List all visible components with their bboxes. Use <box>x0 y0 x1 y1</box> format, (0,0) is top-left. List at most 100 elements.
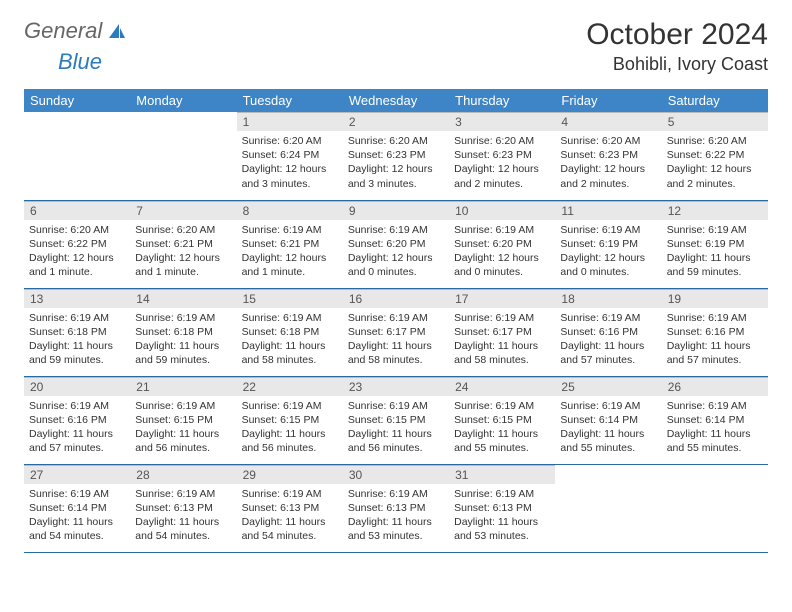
calendar-day-cell: 19Sunrise: 6:19 AMSunset: 6:16 PMDayligh… <box>662 288 768 376</box>
calendar-week-row: 13Sunrise: 6:19 AMSunset: 6:18 PMDayligh… <box>24 288 768 376</box>
calendar-day-cell: 23Sunrise: 6:19 AMSunset: 6:15 PMDayligh… <box>343 376 449 464</box>
calendar-day-cell: 1Sunrise: 6:20 AMSunset: 6:24 PMDaylight… <box>237 112 343 200</box>
day-number: 8 <box>237 201 343 220</box>
day-content: Sunrise: 6:19 AMSunset: 6:19 PMDaylight:… <box>555 220 661 284</box>
calendar-day-cell: 25Sunrise: 6:19 AMSunset: 6:14 PMDayligh… <box>555 376 661 464</box>
day-number: 12 <box>662 201 768 220</box>
day-content: Sunrise: 6:19 AMSunset: 6:14 PMDaylight:… <box>662 396 768 460</box>
calendar-day-cell: 27Sunrise: 6:19 AMSunset: 6:14 PMDayligh… <box>24 464 130 552</box>
day-content: Sunrise: 6:20 AMSunset: 6:23 PMDaylight:… <box>449 131 555 195</box>
day-content: Sunrise: 6:20 AMSunset: 6:22 PMDaylight:… <box>662 131 768 195</box>
calendar-day-cell: 15Sunrise: 6:19 AMSunset: 6:18 PMDayligh… <box>237 288 343 376</box>
day-number: 16 <box>343 289 449 308</box>
calendar-day-cell: 12Sunrise: 6:19 AMSunset: 6:19 PMDayligh… <box>662 200 768 288</box>
day-number: 20 <box>24 377 130 396</box>
day-number: 21 <box>130 377 236 396</box>
day-number: 27 <box>24 465 130 484</box>
calendar-week-row: 20Sunrise: 6:19 AMSunset: 6:16 PMDayligh… <box>24 376 768 464</box>
calendar-day-cell: 16Sunrise: 6:19 AMSunset: 6:17 PMDayligh… <box>343 288 449 376</box>
day-number: 17 <box>449 289 555 308</box>
day-number: 14 <box>130 289 236 308</box>
day-number: 22 <box>237 377 343 396</box>
day-content: Sunrise: 6:19 AMSunset: 6:16 PMDaylight:… <box>662 308 768 372</box>
calendar-day-cell: 26Sunrise: 6:19 AMSunset: 6:14 PMDayligh… <box>662 376 768 464</box>
calendar-day-cell: 14Sunrise: 6:19 AMSunset: 6:18 PMDayligh… <box>130 288 236 376</box>
day-number: 2 <box>343 112 449 131</box>
logo-text-general: General <box>24 18 102 44</box>
day-content: Sunrise: 6:19 AMSunset: 6:20 PMDaylight:… <box>449 220 555 284</box>
calendar-day-cell: 17Sunrise: 6:19 AMSunset: 6:17 PMDayligh… <box>449 288 555 376</box>
day-number: 25 <box>555 377 661 396</box>
calendar-day-cell: 5Sunrise: 6:20 AMSunset: 6:22 PMDaylight… <box>662 112 768 200</box>
day-number: 10 <box>449 201 555 220</box>
month-title: October 2024 <box>586 18 768 52</box>
weekday-header: Sunday <box>24 89 130 112</box>
day-number: 29 <box>237 465 343 484</box>
day-number: 5 <box>662 112 768 131</box>
day-content: Sunrise: 6:20 AMSunset: 6:21 PMDaylight:… <box>130 220 236 284</box>
day-number: 6 <box>24 201 130 220</box>
calendar-day-cell: 9Sunrise: 6:19 AMSunset: 6:20 PMDaylight… <box>343 200 449 288</box>
day-number: 18 <box>555 289 661 308</box>
day-content: Sunrise: 6:19 AMSunset: 6:17 PMDaylight:… <box>449 308 555 372</box>
calendar-empty-cell <box>24 112 130 200</box>
calendar-day-cell: 8Sunrise: 6:19 AMSunset: 6:21 PMDaylight… <box>237 200 343 288</box>
day-content: Sunrise: 6:19 AMSunset: 6:18 PMDaylight:… <box>237 308 343 372</box>
day-content: Sunrise: 6:19 AMSunset: 6:13 PMDaylight:… <box>449 484 555 548</box>
calendar-table: SundayMondayTuesdayWednesdayThursdayFrid… <box>24 89 768 553</box>
day-content: Sunrise: 6:19 AMSunset: 6:18 PMDaylight:… <box>24 308 130 372</box>
day-number: 23 <box>343 377 449 396</box>
day-content: Sunrise: 6:19 AMSunset: 6:20 PMDaylight:… <box>343 220 449 284</box>
day-content: Sunrise: 6:19 AMSunset: 6:14 PMDaylight:… <box>555 396 661 460</box>
day-number: 13 <box>24 289 130 308</box>
day-content: Sunrise: 6:19 AMSunset: 6:21 PMDaylight:… <box>237 220 343 284</box>
day-content: Sunrise: 6:20 AMSunset: 6:23 PMDaylight:… <box>555 131 661 195</box>
logo: General <box>24 18 129 44</box>
day-content: Sunrise: 6:19 AMSunset: 6:17 PMDaylight:… <box>343 308 449 372</box>
day-number: 30 <box>343 465 449 484</box>
day-number: 28 <box>130 465 236 484</box>
calendar-day-cell: 2Sunrise: 6:20 AMSunset: 6:23 PMDaylight… <box>343 112 449 200</box>
weekday-header: Tuesday <box>237 89 343 112</box>
day-content: Sunrise: 6:19 AMSunset: 6:14 PMDaylight:… <box>24 484 130 548</box>
day-number: 1 <box>237 112 343 131</box>
day-content: Sunrise: 6:19 AMSunset: 6:18 PMDaylight:… <box>130 308 236 372</box>
day-content: Sunrise: 6:19 AMSunset: 6:13 PMDaylight:… <box>237 484 343 548</box>
calendar-week-row: 1Sunrise: 6:20 AMSunset: 6:24 PMDaylight… <box>24 112 768 200</box>
day-number: 11 <box>555 201 661 220</box>
day-content: Sunrise: 6:20 AMSunset: 6:24 PMDaylight:… <box>237 131 343 195</box>
weekday-header: Friday <box>555 89 661 112</box>
day-content: Sunrise: 6:20 AMSunset: 6:23 PMDaylight:… <box>343 131 449 195</box>
calendar-day-cell: 4Sunrise: 6:20 AMSunset: 6:23 PMDaylight… <box>555 112 661 200</box>
calendar-day-cell: 30Sunrise: 6:19 AMSunset: 6:13 PMDayligh… <box>343 464 449 552</box>
calendar-empty-cell <box>555 464 661 552</box>
day-number: 9 <box>343 201 449 220</box>
day-number: 31 <box>449 465 555 484</box>
calendar-day-cell: 24Sunrise: 6:19 AMSunset: 6:15 PMDayligh… <box>449 376 555 464</box>
calendar-day-cell: 10Sunrise: 6:19 AMSunset: 6:20 PMDayligh… <box>449 200 555 288</box>
calendar-day-cell: 13Sunrise: 6:19 AMSunset: 6:18 PMDayligh… <box>24 288 130 376</box>
logo-sail-icon <box>107 22 127 40</box>
day-content: Sunrise: 6:19 AMSunset: 6:15 PMDaylight:… <box>449 396 555 460</box>
calendar-day-cell: 7Sunrise: 6:20 AMSunset: 6:21 PMDaylight… <box>130 200 236 288</box>
day-content: Sunrise: 6:19 AMSunset: 6:15 PMDaylight:… <box>343 396 449 460</box>
day-content: Sunrise: 6:19 AMSunset: 6:16 PMDaylight:… <box>24 396 130 460</box>
day-number: 4 <box>555 112 661 131</box>
day-content: Sunrise: 6:19 AMSunset: 6:15 PMDaylight:… <box>237 396 343 460</box>
calendar-body: 1Sunrise: 6:20 AMSunset: 6:24 PMDaylight… <box>24 112 768 552</box>
calendar-week-row: 6Sunrise: 6:20 AMSunset: 6:22 PMDaylight… <box>24 200 768 288</box>
location: Bohibli, Ivory Coast <box>586 54 768 75</box>
calendar-day-cell: 20Sunrise: 6:19 AMSunset: 6:16 PMDayligh… <box>24 376 130 464</box>
calendar-day-cell: 11Sunrise: 6:19 AMSunset: 6:19 PMDayligh… <box>555 200 661 288</box>
title-block: October 2024 Bohibli, Ivory Coast <box>586 18 768 75</box>
weekday-header: Thursday <box>449 89 555 112</box>
calendar-day-cell: 21Sunrise: 6:19 AMSunset: 6:15 PMDayligh… <box>130 376 236 464</box>
calendar-day-cell: 29Sunrise: 6:19 AMSunset: 6:13 PMDayligh… <box>237 464 343 552</box>
day-content: Sunrise: 6:19 AMSunset: 6:13 PMDaylight:… <box>130 484 236 548</box>
calendar-day-cell: 6Sunrise: 6:20 AMSunset: 6:22 PMDaylight… <box>24 200 130 288</box>
calendar-week-row: 27Sunrise: 6:19 AMSunset: 6:14 PMDayligh… <box>24 464 768 552</box>
day-number: 26 <box>662 377 768 396</box>
calendar-day-cell: 18Sunrise: 6:19 AMSunset: 6:16 PMDayligh… <box>555 288 661 376</box>
day-number: 15 <box>237 289 343 308</box>
day-number: 19 <box>662 289 768 308</box>
